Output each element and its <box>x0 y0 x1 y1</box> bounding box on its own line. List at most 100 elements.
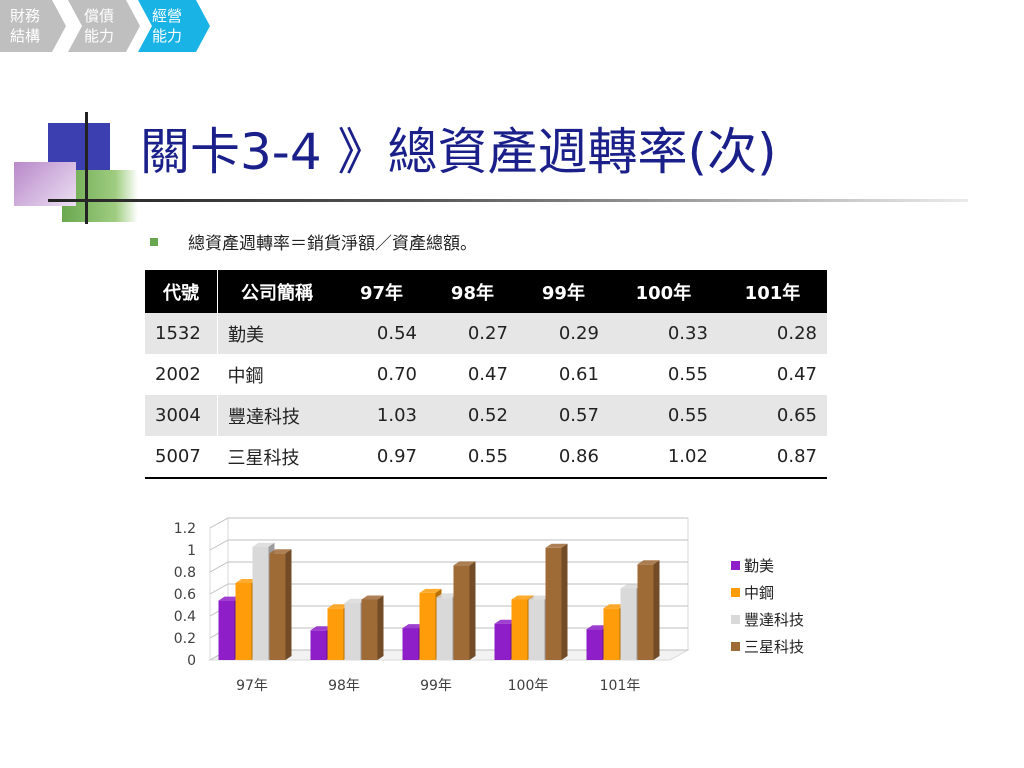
bar-豐達科技 <box>344 602 361 660</box>
bar-豐達科技 <box>436 597 453 660</box>
gridline <box>209 539 688 551</box>
bar-中鋼 <box>511 599 528 660</box>
column-header: 101年 <box>717 270 827 313</box>
x-tick-label: 99年 <box>420 678 452 694</box>
cell-value: 0.29 <box>517 313 609 354</box>
gridline <box>209 561 688 573</box>
page-title: 關卡3-4 》總資產週轉率(次) <box>140 123 777 181</box>
legend-swatch <box>731 561 740 570</box>
cell-company: 勤美 <box>217 313 336 354</box>
x-tick-label: 98年 <box>328 678 360 694</box>
bar-中鋼 <box>235 583 252 660</box>
bar-top <box>310 626 333 631</box>
bar-top <box>603 604 626 609</box>
cell-value: 0.86 <box>517 436 609 479</box>
bar-top <box>419 588 442 593</box>
column-header: 代號 <box>145 270 218 313</box>
cell-value: 0.33 <box>608 313 718 354</box>
bar-勤美 <box>218 600 235 660</box>
bar-top <box>252 542 275 547</box>
bar-top <box>269 549 292 554</box>
cell-value: 0.55 <box>426 436 518 479</box>
legend-swatch <box>731 642 740 651</box>
y-tick-label: 0 <box>187 653 196 669</box>
legend-label: 勤美 <box>744 557 775 575</box>
cell-value: 0.54 <box>336 313 427 354</box>
bar-豐達科技 <box>252 546 269 660</box>
bar-勤美 <box>310 630 327 660</box>
cell-value: 1.03 <box>336 395 427 436</box>
gridline <box>209 517 688 529</box>
bar-side <box>469 561 476 660</box>
bar-top <box>620 584 643 589</box>
column-header: 98年 <box>426 270 518 313</box>
vertical-rule <box>85 112 88 224</box>
cell-code: 3004 <box>145 395 218 436</box>
y-tick-label: 0.4 <box>174 609 196 625</box>
asset-turnover-table: 代號 公司簡稱 97年 98年 99年 100年 101年 1532 勤美 0.… <box>145 270 827 479</box>
cell-code: 5007 <box>145 436 218 479</box>
cell-value: 0.87 <box>717 436 827 479</box>
cell-value: 0.28 <box>717 313 827 354</box>
bar-top <box>545 543 568 548</box>
bar-top <box>453 561 476 566</box>
bar-豐達科技 <box>620 588 637 660</box>
cell-value: 0.57 <box>517 395 609 436</box>
bar-三星科技 <box>453 565 470 660</box>
y-tick-label: 1 <box>187 543 196 559</box>
cell-company: 豐達科技 <box>217 395 336 436</box>
bar-top <box>586 625 609 630</box>
title-underline <box>48 199 968 202</box>
legend-item: 三星科技 <box>731 633 804 660</box>
bar-中鋼 <box>603 608 620 660</box>
bar-中鋼 <box>419 592 436 660</box>
x-tick-label: 100年 <box>508 678 549 694</box>
bar-三星科技 <box>269 553 286 660</box>
cell-value: 0.27 <box>426 313 518 354</box>
cell-value: 0.55 <box>608 354 718 395</box>
x-tick-label: 97年 <box>236 678 268 694</box>
y-tick-label: 1.2 <box>174 521 196 537</box>
bar-top <box>528 595 551 600</box>
y-tick-label: 0.8 <box>174 565 196 581</box>
bar-side <box>653 560 660 660</box>
gridline <box>209 583 688 595</box>
chart-legend: 勤美 中鋼 豐達科技 三星科技 <box>731 552 804 660</box>
legend-label: 豐達科技 <box>744 611 805 629</box>
bar-side <box>285 549 292 660</box>
x-tick-label: 101年 <box>600 678 641 694</box>
bar-勤美 <box>402 628 419 660</box>
legend-swatch <box>731 588 740 597</box>
column-header: 100年 <box>608 270 718 313</box>
cell-value: 0.70 <box>336 354 427 395</box>
column-header: 公司簡稱 <box>217 270 336 313</box>
legend-item: 豐達科技 <box>731 606 804 633</box>
table-row: 2002 中鋼 0.70 0.47 0.61 0.55 0.47 <box>145 354 827 395</box>
cell-value: 0.47 <box>426 354 518 395</box>
bar-top <box>344 598 367 603</box>
bar-side <box>561 543 568 660</box>
formula-text: 總資產週轉率＝銷貨淨額／資產總額。 <box>188 234 477 254</box>
bar-中鋼 <box>327 608 344 660</box>
bar-top <box>218 596 241 601</box>
cell-value: 0.97 <box>336 436 427 479</box>
cell-company: 中鋼 <box>217 354 336 395</box>
bar-side <box>377 595 384 660</box>
cell-value: 0.61 <box>517 354 609 395</box>
cell-code: 2002 <box>145 354 218 395</box>
y-tick-label: 0.2 <box>174 631 196 647</box>
y-tick-label: 0.6 <box>174 587 196 603</box>
deco-pink-square <box>14 162 76 206</box>
legend-item: 勤美 <box>731 552 804 579</box>
cell-value: 0.52 <box>426 395 518 436</box>
bar-top <box>327 604 350 609</box>
bar-豐達科技 <box>528 599 545 660</box>
legend-item: 中鋼 <box>731 579 804 606</box>
bar-勤美 <box>494 623 511 660</box>
bar-top <box>436 593 459 598</box>
bar-top <box>235 579 258 583</box>
breadcrumb-label: 償債 能力 <box>84 7 115 45</box>
turnover-bar-chart: 0 0.2 0.4 0.6 0.8 1 1.2 97年 98年 99年 100年 101年 <box>174 517 690 694</box>
chevron-shape-3 <box>138 0 210 52</box>
bar-top <box>511 595 534 600</box>
